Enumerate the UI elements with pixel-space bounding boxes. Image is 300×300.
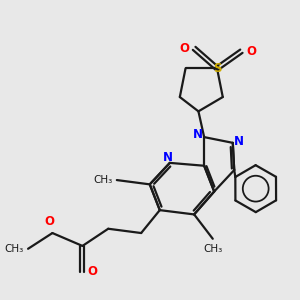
Text: CH₃: CH₃	[4, 244, 24, 254]
Text: O: O	[247, 45, 256, 58]
Text: CH₃: CH₃	[93, 175, 112, 185]
Text: CH₃: CH₃	[203, 244, 222, 254]
Text: N: N	[193, 128, 203, 141]
Text: O: O	[179, 42, 189, 55]
Text: N: N	[234, 135, 244, 148]
Text: N: N	[164, 151, 173, 164]
Text: O: O	[44, 215, 54, 228]
Text: S: S	[213, 62, 221, 75]
Text: O: O	[88, 265, 98, 278]
